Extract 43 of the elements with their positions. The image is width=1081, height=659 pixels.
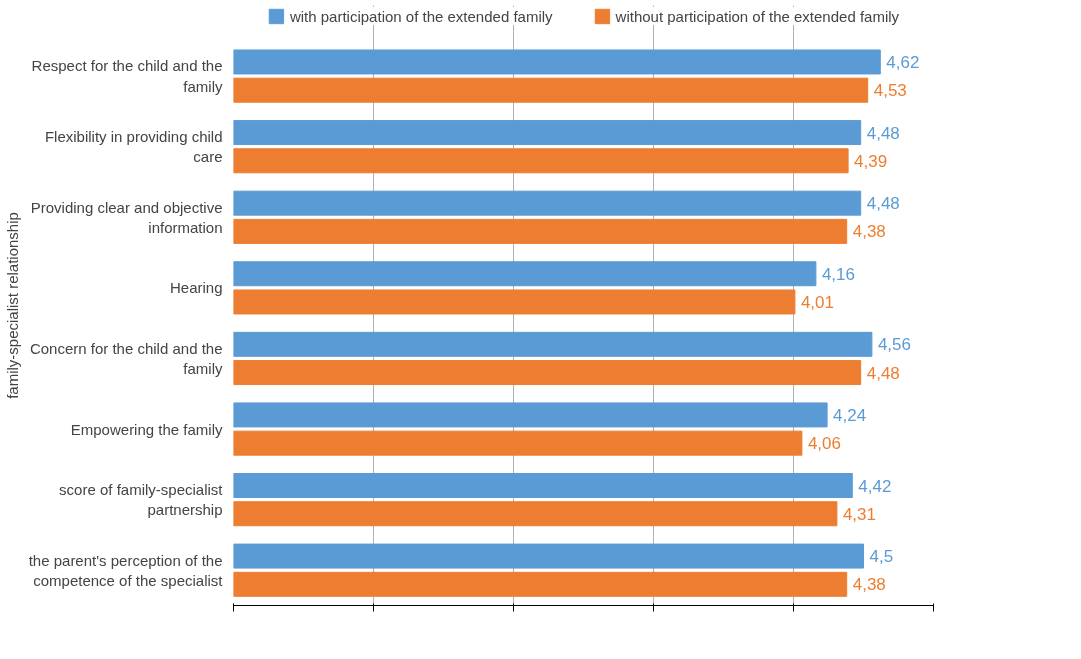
data-label: 4,24	[833, 405, 867, 425]
y-tick-label: Concern for the child and the family	[29, 339, 223, 378]
data-label: 4,48	[866, 123, 900, 143]
legend-label: with participation of the extended family	[289, 7, 553, 25]
y-tick-label: score of family-specialist partnership	[59, 480, 224, 519]
data-label: 4,5	[869, 547, 894, 567]
bar	[233, 571, 848, 597]
data-label: 4,06	[807, 434, 841, 454]
data-label: 4,48	[866, 194, 900, 214]
data-label: 4,56	[877, 335, 911, 355]
bar	[233, 501, 838, 527]
bar	[233, 289, 796, 315]
data-label: 4,62	[886, 52, 920, 72]
data-label: 4,38	[852, 222, 886, 242]
bar	[233, 218, 848, 244]
bar	[233, 402, 828, 428]
data-label: 4,16	[821, 264, 855, 284]
data-label: 4,31	[842, 504, 876, 524]
y-tick-label: the parent's perception of the competence of the specialist	[28, 551, 224, 589]
y-tick-label: Empowering the family	[70, 420, 223, 438]
bar	[233, 148, 849, 174]
bar	[233, 120, 862, 146]
bar	[233, 331, 873, 357]
legend-label: without participation of the extended family	[615, 7, 900, 25]
data-label: 4,39	[854, 151, 888, 171]
data-label: 4,48	[866, 363, 900, 383]
bar	[233, 543, 864, 569]
bar	[233, 190, 862, 216]
y-tick-label: Hearing	[169, 279, 223, 297]
y-tick-label: Respect for the child and the family	[31, 57, 223, 95]
y-tick-label: Flexibility in providing child care	[44, 127, 223, 166]
data-label: 4,38	[852, 575, 886, 595]
bar	[233, 49, 881, 75]
bar	[233, 473, 853, 498]
bar	[233, 77, 869, 103]
y-axis-title: family-specialist relationship	[3, 212, 21, 399]
bar	[233, 360, 862, 386]
data-label: 4,01	[800, 292, 834, 312]
data-label: 4,53	[873, 81, 907, 101]
data-label: 4,42	[858, 476, 892, 496]
y-tick-label: Providing clear and objective information	[30, 198, 223, 236]
bar	[233, 430, 803, 456]
bar	[233, 261, 817, 287]
